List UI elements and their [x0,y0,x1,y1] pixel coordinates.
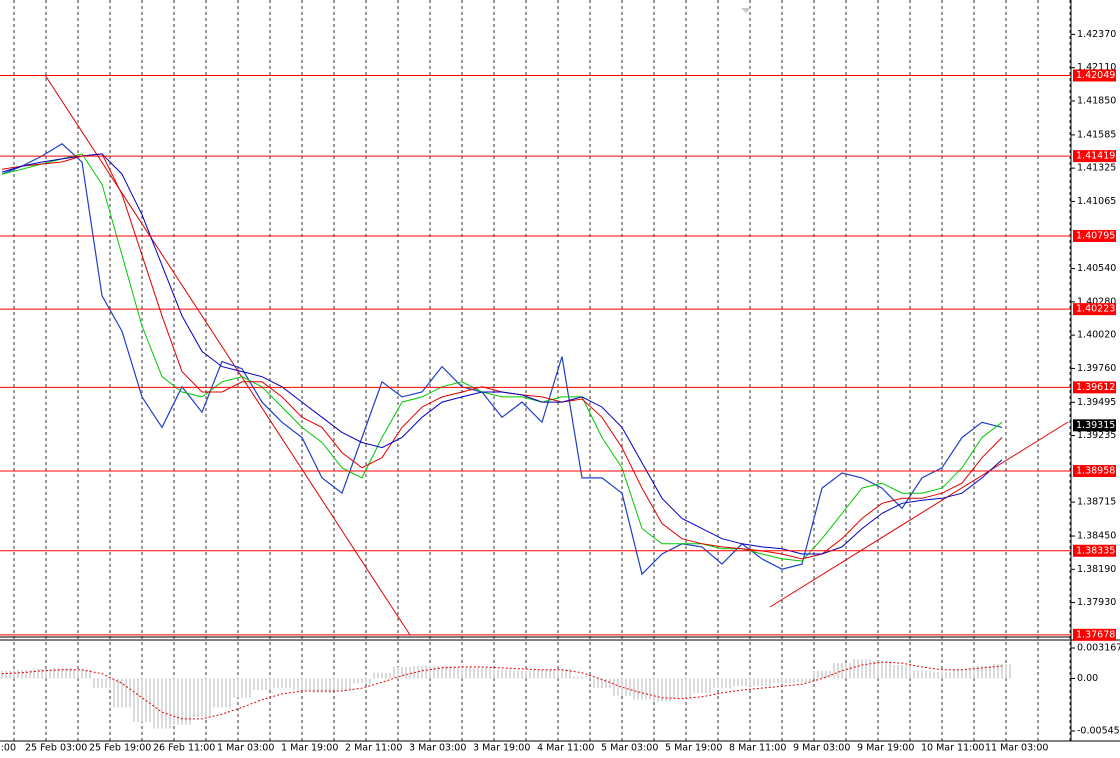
level-label-box [1073,465,1116,478]
level-label: 1.37678 [1076,629,1115,640]
y-tick-label: 1.40540 [1077,263,1116,274]
y-tick-label: 1.42370 [1077,29,1116,40]
level-label: 1.40795 [1076,230,1115,241]
x-tick-label: 5 Mar 19:00 [665,743,722,754]
level-label-box [1073,150,1116,163]
y-tick-label: 1.38450 [1077,531,1116,542]
level-label: 1.41419 [1076,151,1115,162]
trend-line [44,74,411,636]
y-tick-label: 1.39760 [1077,363,1116,374]
y-tick-label: 1.40280 [1077,296,1116,307]
level-label-box [1073,69,1116,82]
x-tick-label: 26 Feb 11:00 [153,743,215,754]
y-tick-label: 1.39495 [1077,397,1116,408]
x-tick-label: 1 Mar 03:00 [217,743,274,754]
x-tick-label: 3 Mar 19:00 [473,743,530,754]
level-label: 1.39612 [1076,382,1115,393]
level-label: 1.38958 [1076,466,1115,477]
y-tick-label: 1.41325 [1077,163,1116,174]
y-tick-label: 1.39235 [1077,430,1116,441]
y-tick-label: 0.003167 [1077,642,1120,653]
x-tick-label: 8 Mar 11:00 [729,743,786,754]
x-tick-label: 4 Mar 11:00 [537,743,594,754]
trend-line [769,421,1069,608]
y-tick-label: -0.005453 [1077,725,1120,736]
x-tick-label: 9 Mar 19:00 [857,743,914,754]
x-tick-label: 10 Mar 11:00 [921,743,984,754]
x-tick-label: 9 Mar 03:00 [793,743,850,754]
y-tick-label: 1.40020 [1077,330,1116,341]
price-line [1,143,1003,576]
y-tick-label: 1.41850 [1077,95,1116,106]
level-label-box [1073,229,1116,242]
x-tick-label: 2 Mar 11:00 [345,743,402,754]
y-tick-label: 1.42110 [1077,62,1116,73]
y-tick-label: 1.37930 [1077,597,1116,608]
x-tick-label: 1:00 [0,743,16,754]
x-tick-label: 25 Feb 19:00 [89,743,151,754]
y-tick-label: 1.38190 [1077,564,1116,575]
level-label: 1.42049 [1076,70,1115,81]
y-tick-label: 1.41065 [1077,196,1116,207]
moving-average [1,153,1003,555]
y-tick-label: 1.38715 [1077,497,1116,508]
current-price-label: 1.39315 [1076,420,1115,431]
x-tick-label: 3 Mar 03:00 [409,743,466,754]
x-tick-label: 11 Mar 03:00 [985,743,1048,754]
level-label-box [1073,544,1116,557]
signal-line [1,661,1003,720]
moving-average [1,153,1003,562]
x-tick-label: 25 Feb 03:00 [25,743,87,754]
shift-marker [741,8,751,13]
level-label: 1.40223 [1076,304,1115,315]
y-tick-label: 0.00 [1077,673,1098,684]
level-label-box [1073,628,1116,641]
level-label: 1.38335 [1076,545,1115,556]
x-tick-label: 5 Mar 03:00 [601,743,658,754]
level-label-box [1073,303,1116,316]
y-tick-label: 1.41585 [1077,129,1116,140]
current-price-box [1073,419,1116,432]
level-label-box [1073,381,1116,394]
x-tick-label: 1 Mar 19:00 [281,743,338,754]
